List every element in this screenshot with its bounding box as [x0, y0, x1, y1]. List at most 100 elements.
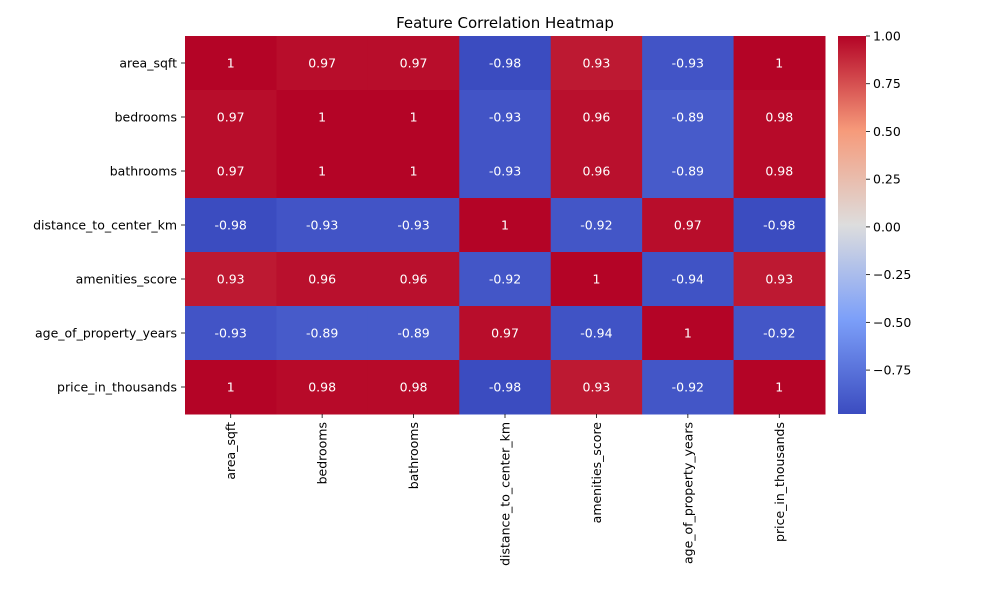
- cell-annotation: 1: [684, 326, 692, 341]
- colorbar-tick-label: 0.75: [873, 76, 901, 91]
- cell-annotation: 0.93: [217, 272, 245, 287]
- heatmap-cell: [550, 90, 643, 145]
- cell-annotation: 0.93: [583, 56, 611, 71]
- colorbar-tick-label: −0.25: [873, 267, 911, 282]
- heatmap-cell: [459, 144, 552, 199]
- cell-annotation: 0.97: [308, 56, 336, 71]
- heatmap-cell: [733, 360, 826, 415]
- cell-annotation: -0.94: [580, 326, 612, 341]
- heatmap-cell: [185, 360, 277, 415]
- cell-annotation: -0.98: [489, 380, 521, 395]
- x-tick-label: distance_to_center_km: [498, 422, 513, 566]
- cell-annotation: 0.96: [400, 272, 428, 287]
- colorbar-tick-label: 0.25: [873, 172, 901, 187]
- cell-annotation: -0.93: [306, 218, 338, 233]
- heatmap-cell: [642, 360, 735, 415]
- colorbar-tick-label: 0.50: [873, 124, 901, 139]
- cell-annotation: -0.89: [672, 110, 704, 125]
- heatmap-cell: [550, 36, 643, 91]
- heatmap-cell: [642, 90, 735, 145]
- cell-annotation: -0.93: [489, 110, 521, 125]
- colorbar-tick-label: −0.50: [873, 315, 911, 330]
- heatmap-cell: [459, 36, 552, 91]
- heatmap-cell: [642, 144, 735, 199]
- heatmap-cell: [185, 306, 277, 361]
- heatmap-cell: [550, 252, 643, 307]
- cell-annotation: 1: [410, 110, 418, 125]
- cell-annotation: 0.96: [308, 272, 336, 287]
- heatmap-cell: [459, 198, 552, 253]
- cell-annotation: -0.93: [489, 164, 521, 179]
- y-tick-label: area_sqft: [119, 56, 177, 71]
- heatmap-cell: [185, 198, 277, 253]
- x-axis-ticks: area_sqft bedrooms bathrooms distance_to_ce…: [223, 414, 787, 566]
- cell-annotation: 1: [775, 56, 783, 71]
- cell-annotation: -0.93: [672, 56, 704, 71]
- heatmap-cell: [276, 252, 369, 307]
- heatmap-cell: [459, 360, 552, 415]
- heatmap-cell: [276, 36, 369, 91]
- cell-annotation: 1: [775, 380, 783, 395]
- y-tick-label: age_of_property_years: [35, 326, 177, 341]
- heatmap-cell: [276, 90, 369, 145]
- heatmap-cell: [367, 360, 460, 415]
- x-tick-label: price_in_thousands: [772, 422, 787, 542]
- cell-annotation: -0.92: [580, 218, 612, 233]
- cell-annotation: -0.89: [672, 164, 704, 179]
- y-tick-label: distance_to_center_km: [33, 218, 177, 233]
- heatmap-cell: [733, 36, 826, 91]
- heatmap-cell: [550, 198, 643, 253]
- heatmap-cell: [733, 198, 826, 253]
- heatmap-cell: [276, 198, 369, 253]
- colorbar-ticks: 1.00 0.75 0.50 0.25 0.00 −0.25 −0.50 −0.75: [866, 29, 911, 378]
- y-tick-label: bedrooms: [115, 110, 177, 125]
- y-tick-label: price_in_thousands: [57, 380, 177, 395]
- heatmap-cell: [185, 90, 277, 145]
- heatmap-cell: [642, 198, 735, 253]
- chart-title: Feature Correlation Heatmap: [396, 14, 614, 32]
- heatmap-cell: [642, 306, 735, 361]
- cell-annotation: -0.98: [215, 218, 247, 233]
- cell-annotation: 0.98: [400, 380, 428, 395]
- heatmap-cell: [642, 36, 735, 91]
- cell-annotation: -0.98: [763, 218, 795, 233]
- cell-annotation: 1: [227, 56, 235, 71]
- cell-annotation: 1: [592, 272, 600, 287]
- heatmap-cell: [276, 306, 369, 361]
- heatmap-cell: [733, 90, 826, 145]
- cell-annotation: -0.94: [672, 272, 704, 287]
- colorbar-tick-label: 1.00: [873, 29, 901, 44]
- cell-annotation: 0.97: [217, 164, 245, 179]
- cell-annotation: -0.98: [489, 56, 521, 71]
- colorbar-tick-label: 0.00: [873, 219, 901, 234]
- cell-annotation: -0.89: [397, 326, 429, 341]
- cell-annotation: 0.97: [491, 326, 519, 341]
- cell-annotation: 1: [318, 110, 326, 125]
- heatmap-cell: [185, 36, 277, 91]
- cell-annotation: -0.92: [763, 326, 795, 341]
- cell-annotation: 0.97: [400, 56, 428, 71]
- cell-annotation: 0.93: [765, 272, 793, 287]
- cell-annotation: 0.96: [583, 110, 611, 125]
- cell-annotation: 0.93: [583, 380, 611, 395]
- heatmap-cell: [459, 252, 552, 307]
- heatmap-cell: [459, 90, 552, 145]
- colorbar-tick-label: −0.75: [873, 363, 911, 378]
- x-tick-label: amenities_score: [589, 422, 604, 524]
- cell-annotation: -0.93: [215, 326, 247, 341]
- heatmap-cell: [550, 144, 643, 199]
- heatmap-cell: [642, 252, 735, 307]
- cell-annotation: -0.89: [306, 326, 338, 341]
- heatmap-cell: [733, 144, 826, 199]
- y-tick-label: bathrooms: [110, 164, 177, 179]
- heatmap-cell: [367, 144, 460, 199]
- heatmap-cell: [550, 360, 643, 415]
- heatmap-cell: [276, 144, 369, 199]
- heatmap-cell: [733, 306, 826, 361]
- x-tick-label: area_sqft: [223, 422, 238, 480]
- cell-annotation: 1: [501, 218, 509, 233]
- cell-annotation: 0.97: [674, 218, 702, 233]
- cell-annotation: 0.97: [217, 110, 245, 125]
- heatmap-cell-labels: 1 0.97 0.97 -0.98 0.93 -0.93 1 0.97 1 1 -0.93 0.96 -…: [215, 56, 796, 395]
